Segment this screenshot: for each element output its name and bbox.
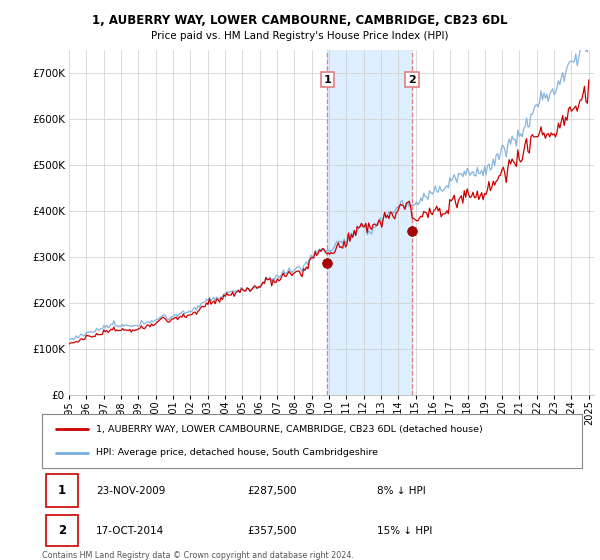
- Text: £287,500: £287,500: [247, 486, 296, 496]
- Text: 23-NOV-2009: 23-NOV-2009: [96, 486, 166, 496]
- FancyBboxPatch shape: [46, 474, 77, 507]
- Text: 8% ↓ HPI: 8% ↓ HPI: [377, 486, 425, 496]
- Text: Contains HM Land Registry data © Crown copyright and database right 2024.
This d: Contains HM Land Registry data © Crown c…: [42, 551, 354, 560]
- Text: 1: 1: [58, 484, 66, 497]
- Text: 1: 1: [323, 74, 331, 85]
- FancyBboxPatch shape: [46, 515, 77, 546]
- Bar: [327, 50, 412, 395]
- FancyBboxPatch shape: [42, 414, 582, 468]
- Text: 1, AUBERRY WAY, LOWER CAMBOURNE, CAMBRIDGE, CB23 6DL (detached house): 1, AUBERRY WAY, LOWER CAMBOURNE, CAMBRID…: [96, 425, 483, 434]
- Text: £357,500: £357,500: [247, 526, 296, 535]
- Text: 1, AUBERRY WAY, LOWER CAMBOURNE, CAMBRIDGE, CB23 6DL: 1, AUBERRY WAY, LOWER CAMBOURNE, CAMBRID…: [92, 14, 508, 27]
- Text: 17-OCT-2014: 17-OCT-2014: [96, 526, 164, 535]
- Text: 2: 2: [408, 74, 416, 85]
- Text: HPI: Average price, detached house, South Cambridgeshire: HPI: Average price, detached house, Sout…: [96, 448, 378, 457]
- Text: 2: 2: [58, 524, 66, 537]
- Text: 15% ↓ HPI: 15% ↓ HPI: [377, 526, 432, 535]
- Text: Price paid vs. HM Land Registry's House Price Index (HPI): Price paid vs. HM Land Registry's House …: [151, 31, 449, 41]
